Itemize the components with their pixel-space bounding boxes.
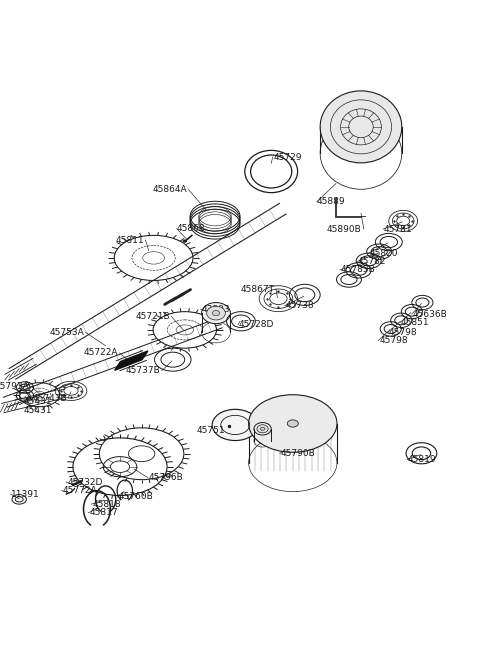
- Text: 45728D: 45728D: [239, 320, 275, 329]
- Ellipse shape: [249, 395, 337, 453]
- Text: 45796B: 45796B: [149, 474, 183, 482]
- Text: 45820: 45820: [370, 249, 398, 257]
- Text: 45737B: 45737B: [126, 366, 161, 375]
- Ellipse shape: [257, 424, 268, 433]
- Text: 43893: 43893: [202, 305, 230, 314]
- Text: 45753A: 45753A: [49, 328, 84, 337]
- Text: 45793A: 45793A: [0, 382, 30, 390]
- Text: 45818: 45818: [92, 500, 121, 509]
- Text: 45738: 45738: [286, 301, 314, 310]
- Text: 45772A: 45772A: [62, 486, 97, 495]
- Text: 45867T: 45867T: [241, 285, 275, 293]
- Text: 45868: 45868: [177, 224, 205, 233]
- Text: 45851: 45851: [401, 318, 430, 328]
- Ellipse shape: [320, 91, 402, 163]
- Ellipse shape: [206, 307, 226, 320]
- Ellipse shape: [183, 240, 187, 242]
- Text: 45431: 45431: [24, 398, 52, 406]
- Text: 45889: 45889: [317, 197, 346, 206]
- Text: 45722A: 45722A: [84, 348, 119, 358]
- Text: 45760B: 45760B: [118, 492, 153, 501]
- Ellipse shape: [212, 409, 258, 441]
- Text: 45783B: 45783B: [341, 265, 375, 274]
- Ellipse shape: [254, 422, 271, 435]
- Text: 45721B: 45721B: [136, 312, 170, 321]
- Text: 45890B: 45890B: [326, 225, 361, 234]
- Text: 45817: 45817: [89, 508, 118, 517]
- Text: 45732D: 45732D: [67, 477, 103, 487]
- Text: 45819: 45819: [408, 455, 437, 464]
- Ellipse shape: [287, 420, 298, 427]
- Text: 45431: 45431: [24, 405, 52, 415]
- Text: 45743B: 45743B: [33, 394, 67, 403]
- Text: 45798: 45798: [379, 336, 408, 345]
- Text: 45790B: 45790B: [281, 449, 315, 458]
- Polygon shape: [115, 351, 148, 370]
- Text: 45751: 45751: [197, 426, 226, 435]
- Text: 45811: 45811: [115, 236, 144, 244]
- Text: 45864A: 45864A: [153, 185, 187, 195]
- Text: 45782: 45782: [358, 257, 386, 266]
- Text: 45636B: 45636B: [413, 310, 447, 318]
- Ellipse shape: [202, 303, 230, 324]
- Text: 45729: 45729: [274, 153, 302, 162]
- Ellipse shape: [212, 310, 220, 316]
- Text: 11391: 11391: [11, 489, 39, 498]
- Text: 45781: 45781: [384, 225, 413, 234]
- Text: 45798: 45798: [389, 328, 418, 337]
- Ellipse shape: [260, 427, 265, 430]
